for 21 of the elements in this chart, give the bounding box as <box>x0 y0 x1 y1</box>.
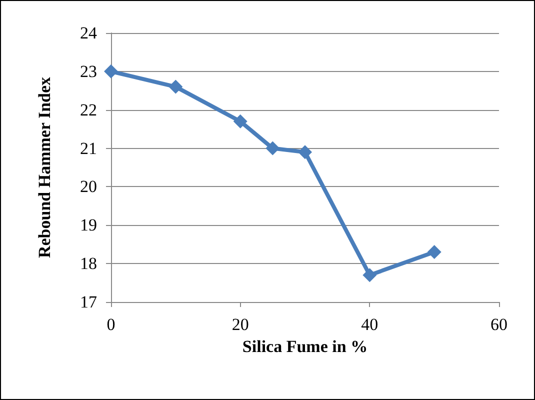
x-tick-label: 20 <box>232 315 249 334</box>
y-tick-label: 24 <box>80 24 98 42</box>
y-tick-label: 19 <box>80 216 97 235</box>
y-tick-label: 22 <box>80 100 97 120</box>
point <box>362 268 377 282</box>
point <box>427 245 442 260</box>
point <box>298 145 312 160</box>
y-tick-label: 21 <box>80 138 97 158</box>
y-tick-label: 20 <box>80 177 97 196</box>
y-tick-label: 18 <box>80 254 97 274</box>
point <box>168 80 183 94</box>
point <box>266 141 280 156</box>
y-axis-title: Rebound Hammer Index <box>35 76 54 258</box>
y-tick-label: 23 <box>80 62 97 81</box>
x-tick-label: 40 <box>361 315 378 334</box>
point <box>104 64 118 78</box>
x-tick-label: 60 <box>490 315 508 334</box>
x-tick-label: 0 <box>106 315 116 334</box>
x-axis-title: Silica Fume in % <box>242 336 368 356</box>
point <box>233 114 248 128</box>
y-tick-label: 17 <box>80 292 98 312</box>
